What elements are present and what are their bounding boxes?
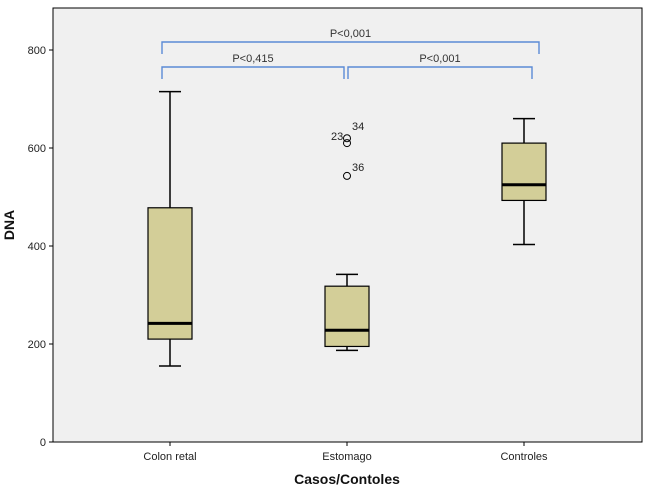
box-iqr bbox=[147, 207, 193, 340]
bracket-line bbox=[161, 41, 540, 54]
box-2 bbox=[501, 117, 547, 246]
significance-brackets: P<0,001 P<0,415 P<0,001 bbox=[161, 28, 540, 79]
x-tick-label-2: Controles bbox=[500, 451, 548, 463]
x-tick-label-0: Colon retal bbox=[143, 451, 196, 463]
box-0 bbox=[147, 90, 193, 367]
box-1: 23 34 36 bbox=[324, 121, 370, 352]
bracket-label: P<0,001 bbox=[419, 53, 460, 65]
y-tick-label-800: 800 bbox=[28, 45, 46, 57]
bracket-label: P<0,415 bbox=[232, 53, 273, 65]
y-tick-label-600: 600 bbox=[28, 143, 46, 155]
outlier-point-34 bbox=[343, 139, 351, 148]
y-axis: 0 200 400 600 800 bbox=[28, 45, 53, 449]
outlier-point-36 bbox=[343, 171, 351, 180]
y-tick-label-400: 400 bbox=[28, 241, 46, 253]
y-axis-label: DNA bbox=[1, 210, 17, 240]
y-tick-label-0: 0 bbox=[40, 437, 46, 449]
bracket-0: P<0,001 bbox=[161, 28, 540, 54]
outlier-label-23: 23 bbox=[331, 131, 343, 143]
bracket-line bbox=[347, 66, 533, 79]
bracket-2: P<0,001 bbox=[347, 53, 533, 79]
bracket-line bbox=[161, 66, 345, 79]
box-iqr bbox=[324, 285, 370, 348]
bracket-1: P<0,415 bbox=[161, 53, 345, 79]
outlier-label-34: 34 bbox=[352, 121, 364, 133]
outlier-point-23 bbox=[343, 134, 351, 143]
x-axis-label: Casos/Contoles bbox=[294, 471, 400, 487]
y-tick-label-200: 200 bbox=[28, 339, 46, 351]
boxes: 23 34 36 bbox=[147, 90, 547, 367]
bracket-label: P<0,001 bbox=[330, 28, 371, 40]
x-axis: Colon retal Estomago Controles bbox=[143, 442, 548, 463]
x-tick-label-1: Estomago bbox=[322, 451, 372, 463]
outlier-label-36: 36 bbox=[352, 162, 364, 174]
box-iqr bbox=[501, 142, 547, 202]
